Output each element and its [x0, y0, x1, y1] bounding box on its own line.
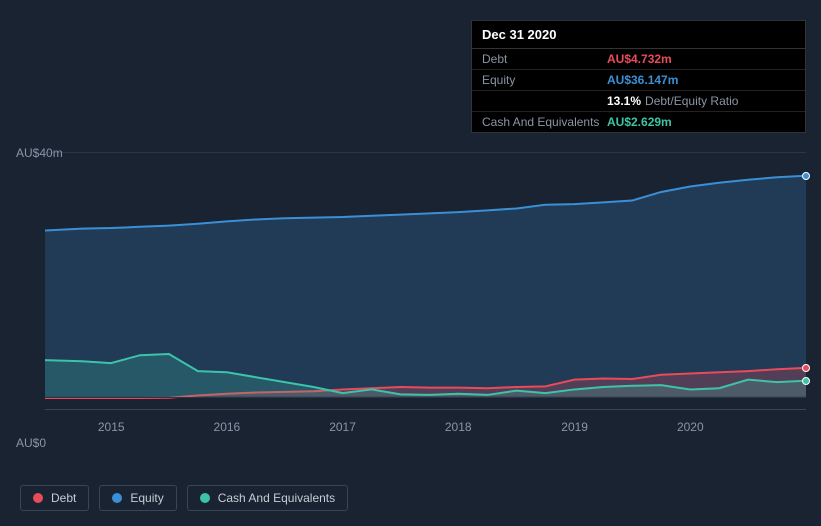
chart-tooltip: Dec 31 2020 DebtAU$4.732mEquityAU$36.147… — [471, 20, 806, 133]
tooltip-row-value: AU$2.629m — [607, 115, 672, 129]
tooltip-row-value: AU$4.732m — [607, 52, 672, 66]
x-axis-label: 2016 — [214, 420, 241, 434]
tooltip-row: EquityAU$36.147m — [472, 70, 805, 91]
tooltip-row-label: Cash And Equivalents — [482, 115, 607, 129]
tooltip-row: DebtAU$4.732m — [472, 49, 805, 70]
y-axis-label: AU$0 — [16, 436, 23, 450]
tooltip-row-value: 13.1%Debt/Equity Ratio — [607, 94, 738, 108]
tooltip-date: Dec 31 2020 — [472, 21, 805, 49]
x-axis-label: 2018 — [445, 420, 472, 434]
series-end-marker — [802, 172, 810, 180]
legend-item[interactable]: Equity — [99, 485, 176, 511]
tooltip-row-label — [482, 94, 607, 108]
legend-swatch — [200, 493, 210, 503]
x-axis-label: 2017 — [329, 420, 356, 434]
x-axis-label: 2015 — [98, 420, 125, 434]
tooltip-row: 13.1%Debt/Equity Ratio — [472, 91, 805, 112]
legend-item[interactable]: Debt — [20, 485, 89, 511]
legend-label: Debt — [51, 491, 76, 505]
tooltip-row-suffix: Debt/Equity Ratio — [645, 94, 738, 108]
y-axis-label: AU$40m — [16, 146, 23, 160]
y-gridline — [45, 397, 806, 398]
series-end-marker — [802, 364, 810, 372]
legend-label: Equity — [130, 491, 163, 505]
chart-legend: Debt Equity Cash And Equivalents — [20, 485, 348, 511]
tooltip-row-label: Debt — [482, 52, 607, 66]
series-end-marker — [802, 377, 810, 385]
tooltip-rows: DebtAU$4.732mEquityAU$36.147m13.1%Debt/E… — [472, 49, 805, 132]
tooltip-row-value: AU$36.147m — [607, 73, 678, 87]
tooltip-row-label: Equity — [482, 73, 607, 87]
legend-item[interactable]: Cash And Equivalents — [187, 485, 348, 511]
x-axis-label: 2019 — [561, 420, 588, 434]
legend-swatch — [112, 493, 122, 503]
tooltip-row: Cash And EquivalentsAU$2.629m — [472, 112, 805, 132]
legend-swatch — [33, 493, 43, 503]
chart-plot[interactable]: 201520162017201820192020 — [45, 140, 806, 410]
chart-area: 201520162017201820192020 AU$40mAU$0 — [20, 120, 806, 440]
legend-label: Cash And Equivalents — [218, 491, 335, 505]
chart-svg — [45, 140, 806, 409]
x-axis-label: 2020 — [677, 420, 704, 434]
y-gridline — [45, 152, 806, 153]
